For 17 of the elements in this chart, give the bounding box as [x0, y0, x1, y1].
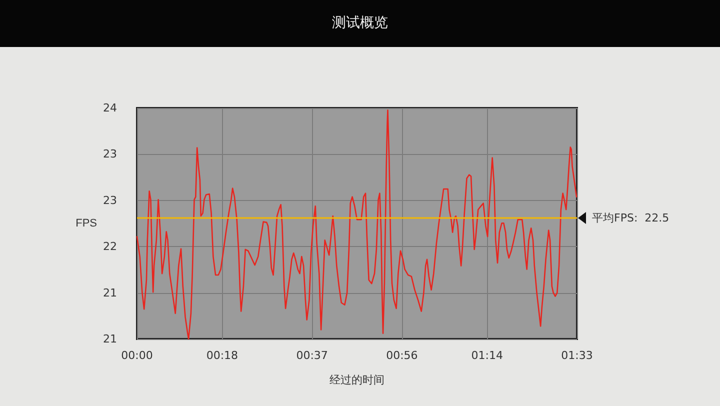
y-tick-label: 21: [103, 332, 117, 346]
x-tick-label: 01:14: [471, 349, 503, 362]
x-tick-label: 00:18: [206, 349, 238, 362]
x-tick-label: 01:33: [561, 349, 593, 362]
y-tick-label: 23: [103, 148, 117, 161]
y-tick-label: 21: [103, 286, 117, 300]
y-tick-label: 22: [103, 240, 117, 254]
y-tick-label: 24: [103, 102, 117, 114]
line-series: [136, 109, 578, 340]
y-axis-title: FPS: [76, 218, 97, 230]
chart-title: 测试概览: [0, 0, 720, 47]
ref-line-label: 平均FPS: 22.5: [592, 212, 670, 225]
x-tick-label: 00:56: [386, 349, 418, 362]
x-tick-label: 00:37: [296, 349, 328, 362]
y-tick-label: 23: [103, 194, 117, 207]
x-tick-label: 00:00: [121, 349, 153, 362]
x-axis-title: 经过的时间: [330, 374, 384, 386]
